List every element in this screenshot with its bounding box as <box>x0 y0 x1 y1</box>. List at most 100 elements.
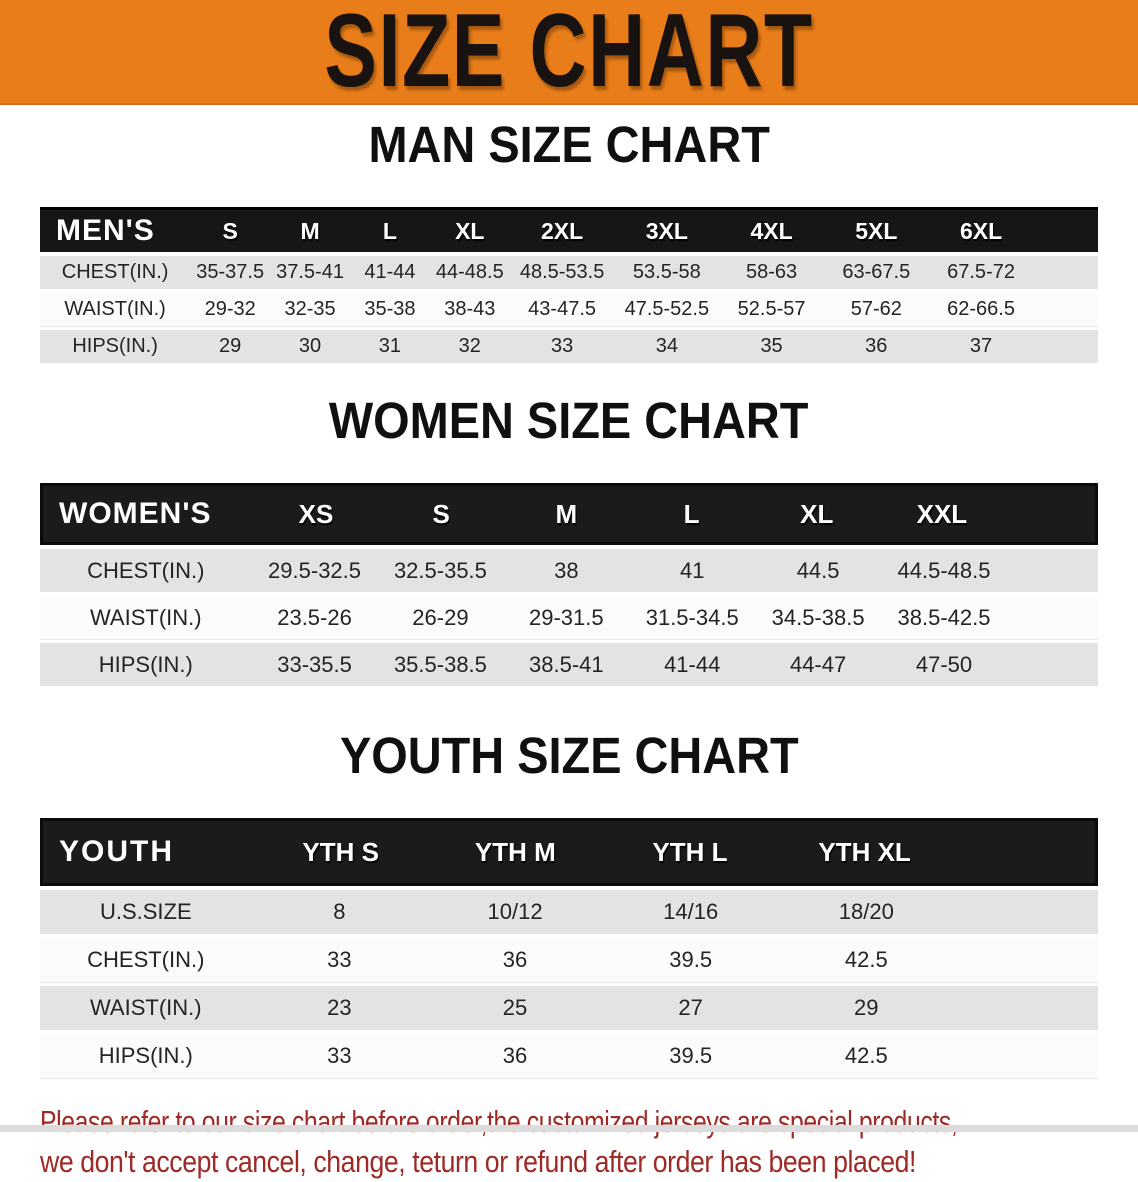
value-cell: 35.5-38.5 <box>393 651 487 677</box>
value-cell: 36 <box>502 1043 528 1068</box>
row-label: WAIST(IN.) <box>89 604 202 630</box>
value-cell: 32.5-35.5 <box>393 557 487 583</box>
men-size-header: L <box>382 217 397 244</box>
men-chest-row: CHEST(IN.) 35-37.5 37.5-41 41-44 44-48.5… <box>40 256 1098 289</box>
women-chest-row: CHEST(IN.) 29.5-32.5 32.5-35.5 38 41 44.… <box>40 549 1098 592</box>
value-cell: 38-43 <box>444 298 496 320</box>
youth-hips-row: HIPS(IN.) 33 36 39.5 42.5 <box>40 1034 1098 1078</box>
value-cell: 41-44 <box>664 651 721 677</box>
value-cell: 33-35.5 <box>277 651 352 677</box>
value-cell: 41-44 <box>364 261 416 283</box>
value-cell: 25 <box>502 995 528 1020</box>
row-label: WAIST(IN.) <box>89 995 202 1020</box>
row-label: HIPS(IN.) <box>72 335 158 357</box>
value-cell: 33 <box>550 335 574 357</box>
value-cell: 44-48.5 <box>435 261 504 283</box>
youth-section-heading: YOUTH SIZE CHART <box>0 730 1138 792</box>
women-size-header: L <box>683 498 700 529</box>
value-cell: 33 <box>327 1043 352 1068</box>
value-cell: 34.5-38.5 <box>771 604 865 630</box>
row-label: HIPS(IN.) <box>98 651 193 677</box>
men-section-heading-text: MAN SIZE CHART <box>368 116 770 173</box>
youth-size-header: YTH S <box>302 836 379 867</box>
value-cell: 35-37.5 <box>196 261 265 283</box>
value-cell: 29 <box>219 335 242 357</box>
women-table-header-row: WOMEN'S XS S M L XL XXL <box>40 483 1098 545</box>
women-waist-row: WAIST(IN.) 23.5-26 26-29 29-31.5 31.5-34… <box>40 596 1098 639</box>
value-cell: 36 <box>502 947 528 972</box>
value-cell: 23.5-26 <box>277 604 352 630</box>
men-size-header: 6XL <box>959 217 1003 244</box>
value-cell: 8 <box>333 899 346 924</box>
value-cell: 18/20 <box>838 899 894 924</box>
row-label: CHEST(IN.) <box>87 947 205 972</box>
men-group-label: MEN'S <box>56 214 155 247</box>
men-size-header: M <box>300 217 320 244</box>
value-cell: 32-35 <box>284 298 336 320</box>
value-cell: 29-32 <box>204 298 256 320</box>
row-label: U.S.SIZE <box>99 899 192 924</box>
value-cell: 38.5-41 <box>529 651 604 677</box>
youth-ussize-row: U.S.SIZE 8 10/12 14/16 18/20 <box>40 890 1098 934</box>
women-size-header: M <box>555 498 578 529</box>
disclaimer-line2: we don't accept cancel, change, teturn o… <box>40 1144 917 1179</box>
women-group-label: WOMEN'S <box>59 497 212 530</box>
women-size-table: WOMEN'S XS S M L XL XXL CHEST(IN.) 29.5-… <box>40 483 1098 686</box>
youth-size-header: YTH XL <box>818 836 911 867</box>
value-cell: 31.5-34.5 <box>645 604 739 630</box>
value-cell: 63-67.5 <box>842 261 911 283</box>
bottom-edge-strip <box>0 1125 1138 1132</box>
value-cell: 31 <box>378 335 402 357</box>
value-cell: 29 <box>854 995 879 1020</box>
value-cell: 47.5-52.5 <box>624 298 710 320</box>
men-size-header: 3XL <box>645 217 688 244</box>
men-size-header: 5XL <box>855 217 898 244</box>
value-cell: 44.5 <box>796 557 840 583</box>
value-cell: 35-38 <box>364 298 416 320</box>
men-hips-row: HIPS(IN.) 29 30 31 32 33 34 35 36 37 <box>40 330 1098 363</box>
row-label: HIPS(IN.) <box>98 1043 193 1068</box>
value-cell: 33 <box>327 947 352 972</box>
row-label: CHEST(IN.) <box>87 557 205 583</box>
value-cell: 36 <box>865 335 888 357</box>
men-size-header: 2XL <box>541 217 584 244</box>
men-table-header-row: MEN'S S M L XL 2XL 3XL 4XL 5XL 6XL <box>40 207 1098 252</box>
value-cell: 67.5-72 <box>947 261 1015 283</box>
value-cell: 39.5 <box>669 947 713 972</box>
youth-table-header-row: YOUTH YTH S YTH M YTH L YTH XL <box>40 818 1098 886</box>
value-cell: 38 <box>554 557 579 583</box>
men-size-header: 4XL <box>750 217 793 244</box>
value-cell: 32 <box>458 335 481 357</box>
value-cell: 26-29 <box>412 604 469 630</box>
women-size-header: XS <box>298 498 334 529</box>
value-cell: 10/12 <box>487 899 543 924</box>
value-cell: 42.5 <box>844 947 888 972</box>
women-size-header: XXL <box>916 498 968 529</box>
value-cell: 35 <box>760 335 783 357</box>
men-waist-row: WAIST(IN.) 29-32 32-35 35-38 38-43 43-47… <box>40 293 1098 326</box>
youth-size-header: YTH M <box>474 836 556 867</box>
banner-title: SIZE CHART <box>324 0 814 105</box>
banner: SIZE CHART <box>0 0 1138 105</box>
men-size-header: S <box>222 217 238 244</box>
value-cell: 44-47 <box>789 651 847 677</box>
youth-chest-row: CHEST(IN.) 33 36 39.5 42.5 <box>40 938 1098 982</box>
value-cell: 14/16 <box>663 899 719 924</box>
disclaimer: Please refer to our size chart before or… <box>40 1102 1138 1182</box>
men-size-header: XL <box>455 217 485 244</box>
value-cell: 44.5-48.5 <box>897 557 991 583</box>
youth-size-table: YOUTH YTH S YTH M YTH L YTH XL U.S.SIZE … <box>40 818 1098 1078</box>
women-size-header: XL <box>800 498 834 529</box>
value-cell: 52.5-57 <box>737 298 806 320</box>
value-cell: 47-50 <box>915 651 973 677</box>
youth-waist-row: WAIST(IN.) 23 25 27 29 <box>40 986 1098 1030</box>
men-section-heading: MAN SIZE CHART <box>0 119 1138 181</box>
value-cell: 62-66.5 <box>947 298 1015 320</box>
row-label: CHEST(IN.) <box>61 261 169 283</box>
value-cell: 23 <box>327 995 352 1020</box>
youth-group-label: YOUTH <box>59 835 174 868</box>
value-cell: 43-47.5 <box>528 298 597 320</box>
value-cell: 30 <box>298 335 322 357</box>
value-cell: 53.5-58 <box>632 261 701 283</box>
